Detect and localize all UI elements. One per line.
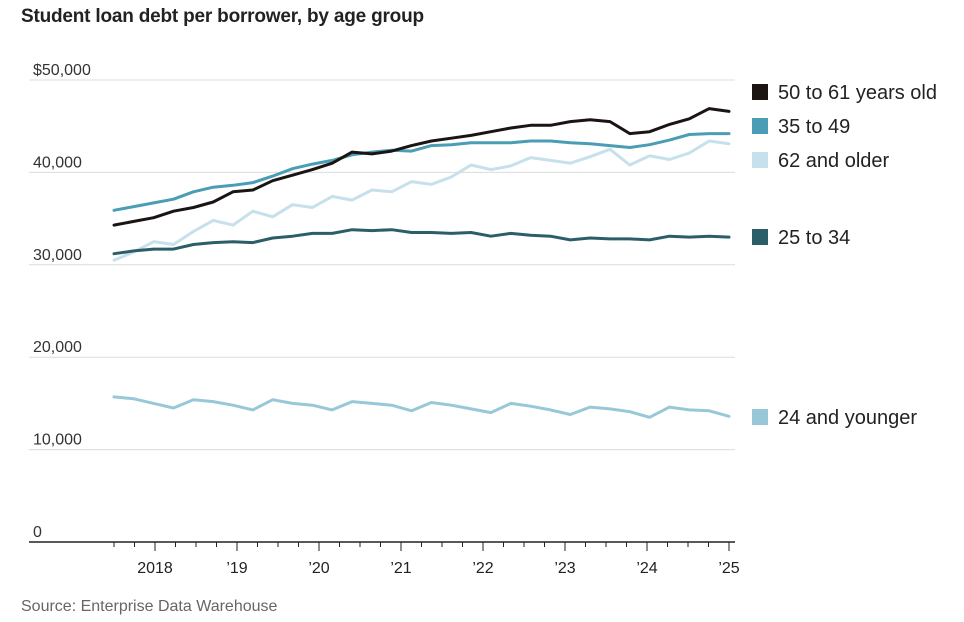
legend-label: 35 to 49 [778, 116, 850, 138]
series-line-50-to-61-years-old [112, 107, 731, 227]
x-tick-label: ’21 [390, 560, 411, 577]
series-line-62-and-older [112, 139, 731, 262]
legend-swatch [752, 409, 768, 425]
chart-title: Student loan debt per borrower, by age g… [21, 6, 424, 27]
y-tick-label: $50,000 [33, 62, 91, 79]
y-tick-label: 30,000 [33, 247, 82, 264]
x-tick-label: ’19 [226, 560, 247, 577]
series-line-24-and-younger [112, 395, 731, 419]
x-axis: 2018 ’19 ’20 ’21 ’22 ’23 ’24 ’25 [29, 541, 740, 577]
x-tick-label: ’20 [308, 560, 329, 577]
y-axis-ticks: $50,000 40,000 30,000 20,000 10,000 0 [33, 62, 91, 541]
y-tick-label: 10,000 [33, 432, 82, 449]
legend-swatch [752, 152, 768, 168]
series-line-35-to-49 [112, 132, 731, 212]
legend-label: 62 and older [778, 150, 890, 172]
gridlines [29, 79, 735, 451]
legend-label: 25 to 34 [778, 227, 850, 249]
legend-swatch [752, 84, 768, 100]
x-tick-label: ’24 [636, 560, 657, 577]
legend-label: 50 to 61 years old [778, 82, 937, 104]
legend-swatch [752, 229, 768, 245]
y-tick-label: 0 [33, 524, 42, 541]
source-note: Source: Enterprise Data Warehouse [21, 598, 278, 615]
series-lines [112, 107, 731, 419]
legend-swatch [752, 118, 768, 134]
series-line-25-to-34 [112, 228, 731, 256]
y-tick-label: 20,000 [33, 339, 82, 356]
y-tick-label: 40,000 [33, 154, 82, 171]
x-tick-label: 2018 [137, 560, 173, 577]
x-tick-label: ’25 [718, 560, 739, 577]
legend: 50 to 61 years old 35 to 49 62 and older 25… [752, 82, 937, 429]
x-tick-label: ’23 [554, 560, 575, 577]
legend-label: 24 and younger [778, 407, 917, 429]
x-tick-label: ’22 [472, 560, 493, 577]
